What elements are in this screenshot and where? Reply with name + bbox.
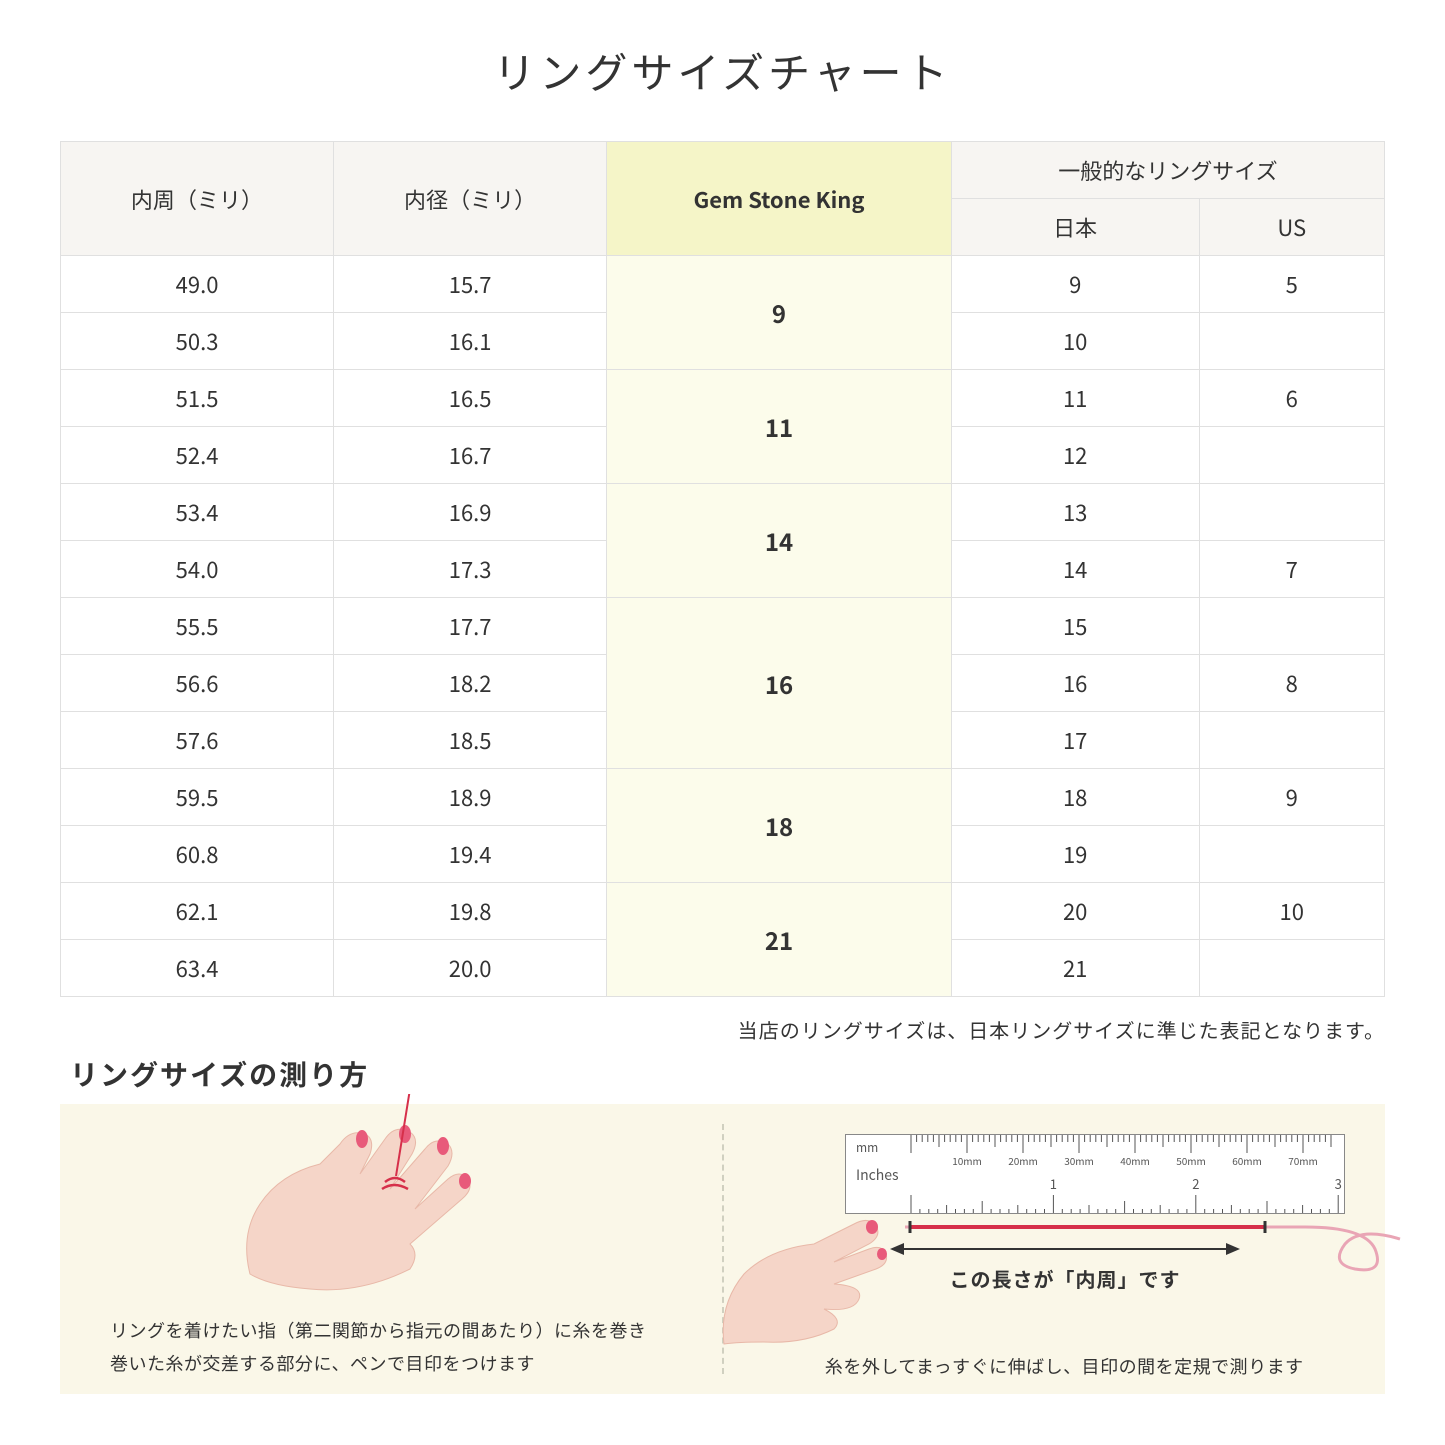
cell-jp: 12 (951, 427, 1199, 484)
cell-us (1199, 484, 1384, 541)
svg-text:70mm: 70mm (1288, 1153, 1318, 1168)
cell-dia: 19.4 (334, 826, 607, 883)
cell-dia: 18.2 (334, 655, 607, 712)
cell-jp: 11 (951, 370, 1199, 427)
cell-circ: 62.1 (61, 883, 334, 940)
cell-circ: 60.8 (61, 826, 334, 883)
cell-us (1199, 940, 1384, 997)
cell-gsk: 14 (607, 484, 952, 598)
svg-text:10mm: 10mm (952, 1153, 982, 1168)
cell-circ: 52.4 (61, 427, 334, 484)
cell-dia: 17.3 (334, 541, 607, 598)
cell-jp: 13 (951, 484, 1199, 541)
svg-text:1: 1 (1050, 1174, 1057, 1193)
header-diameter: 内径（ミリ） (334, 142, 607, 256)
svg-text:60mm: 60mm (1232, 1153, 1262, 1168)
cell-circ: 53.4 (61, 484, 334, 541)
cell-circ: 56.6 (61, 655, 334, 712)
cell-jp: 18 (951, 769, 1199, 826)
svg-text:2: 2 (1192, 1174, 1199, 1193)
table-row: 62.1 19.82120 10 (61, 883, 1385, 940)
howto-step-2-caption: 糸を外してまっすぐに伸ばし、目印の間を定規で測ります (784, 1353, 1346, 1379)
cell-circ: 54.0 (61, 541, 334, 598)
svg-text:50mm: 50mm (1176, 1153, 1206, 1168)
cell-dia: 16.9 (334, 484, 607, 541)
hand-measure-illustration (714, 1194, 914, 1354)
cell-us (1199, 598, 1384, 655)
size-note: 当店のリングサイズは、日本リングサイズに準じた表記となります。 (60, 1015, 1385, 1044)
cell-us: 6 (1199, 370, 1384, 427)
cell-jp: 21 (951, 940, 1199, 997)
howto-title: リングサイズの測り方 (60, 1054, 1385, 1094)
svg-text:30mm: 30mm (1064, 1153, 1094, 1168)
header-circumference: 内周（ミリ） (61, 142, 334, 256)
cell-dia: 18.5 (334, 712, 607, 769)
table-row: 51.5 16.51111 6 (61, 370, 1385, 427)
howto-step-1-caption: リングを着けたい指（第二関節から指元の間あたり）に糸を巻き 巻いた糸が交差する部… (110, 1314, 692, 1379)
cell-us: 9 (1199, 769, 1384, 826)
header-us: US (1199, 199, 1384, 256)
table-row: 53.4 16.91413 (61, 484, 1385, 541)
cell-dia: 16.5 (334, 370, 607, 427)
svg-text:20mm: 20mm (1008, 1153, 1038, 1168)
cell-gsk: 9 (607, 256, 952, 370)
cell-dia: 16.7 (334, 427, 607, 484)
howto-container: リングを着けたい指（第二関節から指元の間あたり）に糸を巻き 巻いた糸が交差する部… (60, 1104, 1385, 1394)
header-general: 一般的なリングサイズ (951, 142, 1384, 199)
svg-text:3: 3 (1335, 1174, 1342, 1193)
cell-dia: 19.8 (334, 883, 607, 940)
cell-jp: 16 (951, 655, 1199, 712)
cell-jp: 9 (951, 256, 1199, 313)
cell-gsk: 18 (607, 769, 952, 883)
cell-us (1199, 826, 1384, 883)
cell-circ: 57.6 (61, 712, 334, 769)
cell-dia: 20.0 (334, 940, 607, 997)
cell-jp: 20 (951, 883, 1199, 940)
cell-jp: 15 (951, 598, 1199, 655)
cell-circ: 63.4 (61, 940, 334, 997)
howto-step-1: リングを着けたい指（第二関節から指元の間あたり）に糸を巻き 巻いた糸が交差する部… (60, 1104, 722, 1394)
cell-circ: 49.0 (61, 256, 334, 313)
cell-circ: 51.5 (61, 370, 334, 427)
measurement-arrow (890, 1239, 1240, 1259)
header-japan: 日本 (951, 199, 1199, 256)
howto-step-2: mm Inches 10mm20mm30mm40mm50mm60mm70mm 1… (724, 1104, 1386, 1394)
arrow-label: この長さが「内周」です (885, 1264, 1245, 1293)
cell-us: 5 (1199, 256, 1384, 313)
size-chart-table: 内周（ミリ） 内径（ミリ） Gem Stone King 一般的なリングサイズ … (60, 141, 1385, 997)
svg-text:40mm: 40mm (1120, 1153, 1150, 1168)
cell-circ: 50.3 (61, 313, 334, 370)
cell-us: 7 (1199, 541, 1384, 598)
ruler-illustration: mm Inches 10mm20mm30mm40mm50mm60mm70mm 1… (845, 1134, 1345, 1214)
cell-gsk: 11 (607, 370, 952, 484)
cell-gsk: 16 (607, 598, 952, 769)
cell-us (1199, 313, 1384, 370)
cell-us: 8 (1199, 655, 1384, 712)
table-row: 59.5 18.91818 9 (61, 769, 1385, 826)
cell-jp: 17 (951, 712, 1199, 769)
table-row: 55.5 17.71615 (61, 598, 1385, 655)
cell-circ: 55.5 (61, 598, 334, 655)
cell-dia: 18.9 (334, 769, 607, 826)
cell-us: 10 (1199, 883, 1384, 940)
hand-wrap-illustration (210, 1094, 550, 1304)
cell-jp: 14 (951, 541, 1199, 598)
page-title: リングサイズチャート (60, 40, 1385, 101)
header-gsk: Gem Stone King (607, 142, 952, 256)
cell-jp: 19 (951, 826, 1199, 883)
cell-gsk: 21 (607, 883, 952, 997)
cell-circ: 59.5 (61, 769, 334, 826)
cell-jp: 10 (951, 313, 1199, 370)
cell-dia: 16.1 (334, 313, 607, 370)
cell-dia: 17.7 (334, 598, 607, 655)
cell-us (1199, 427, 1384, 484)
cell-us (1199, 712, 1384, 769)
cell-dia: 15.7 (334, 256, 607, 313)
table-row: 49.0 15.799 5 (61, 256, 1385, 313)
